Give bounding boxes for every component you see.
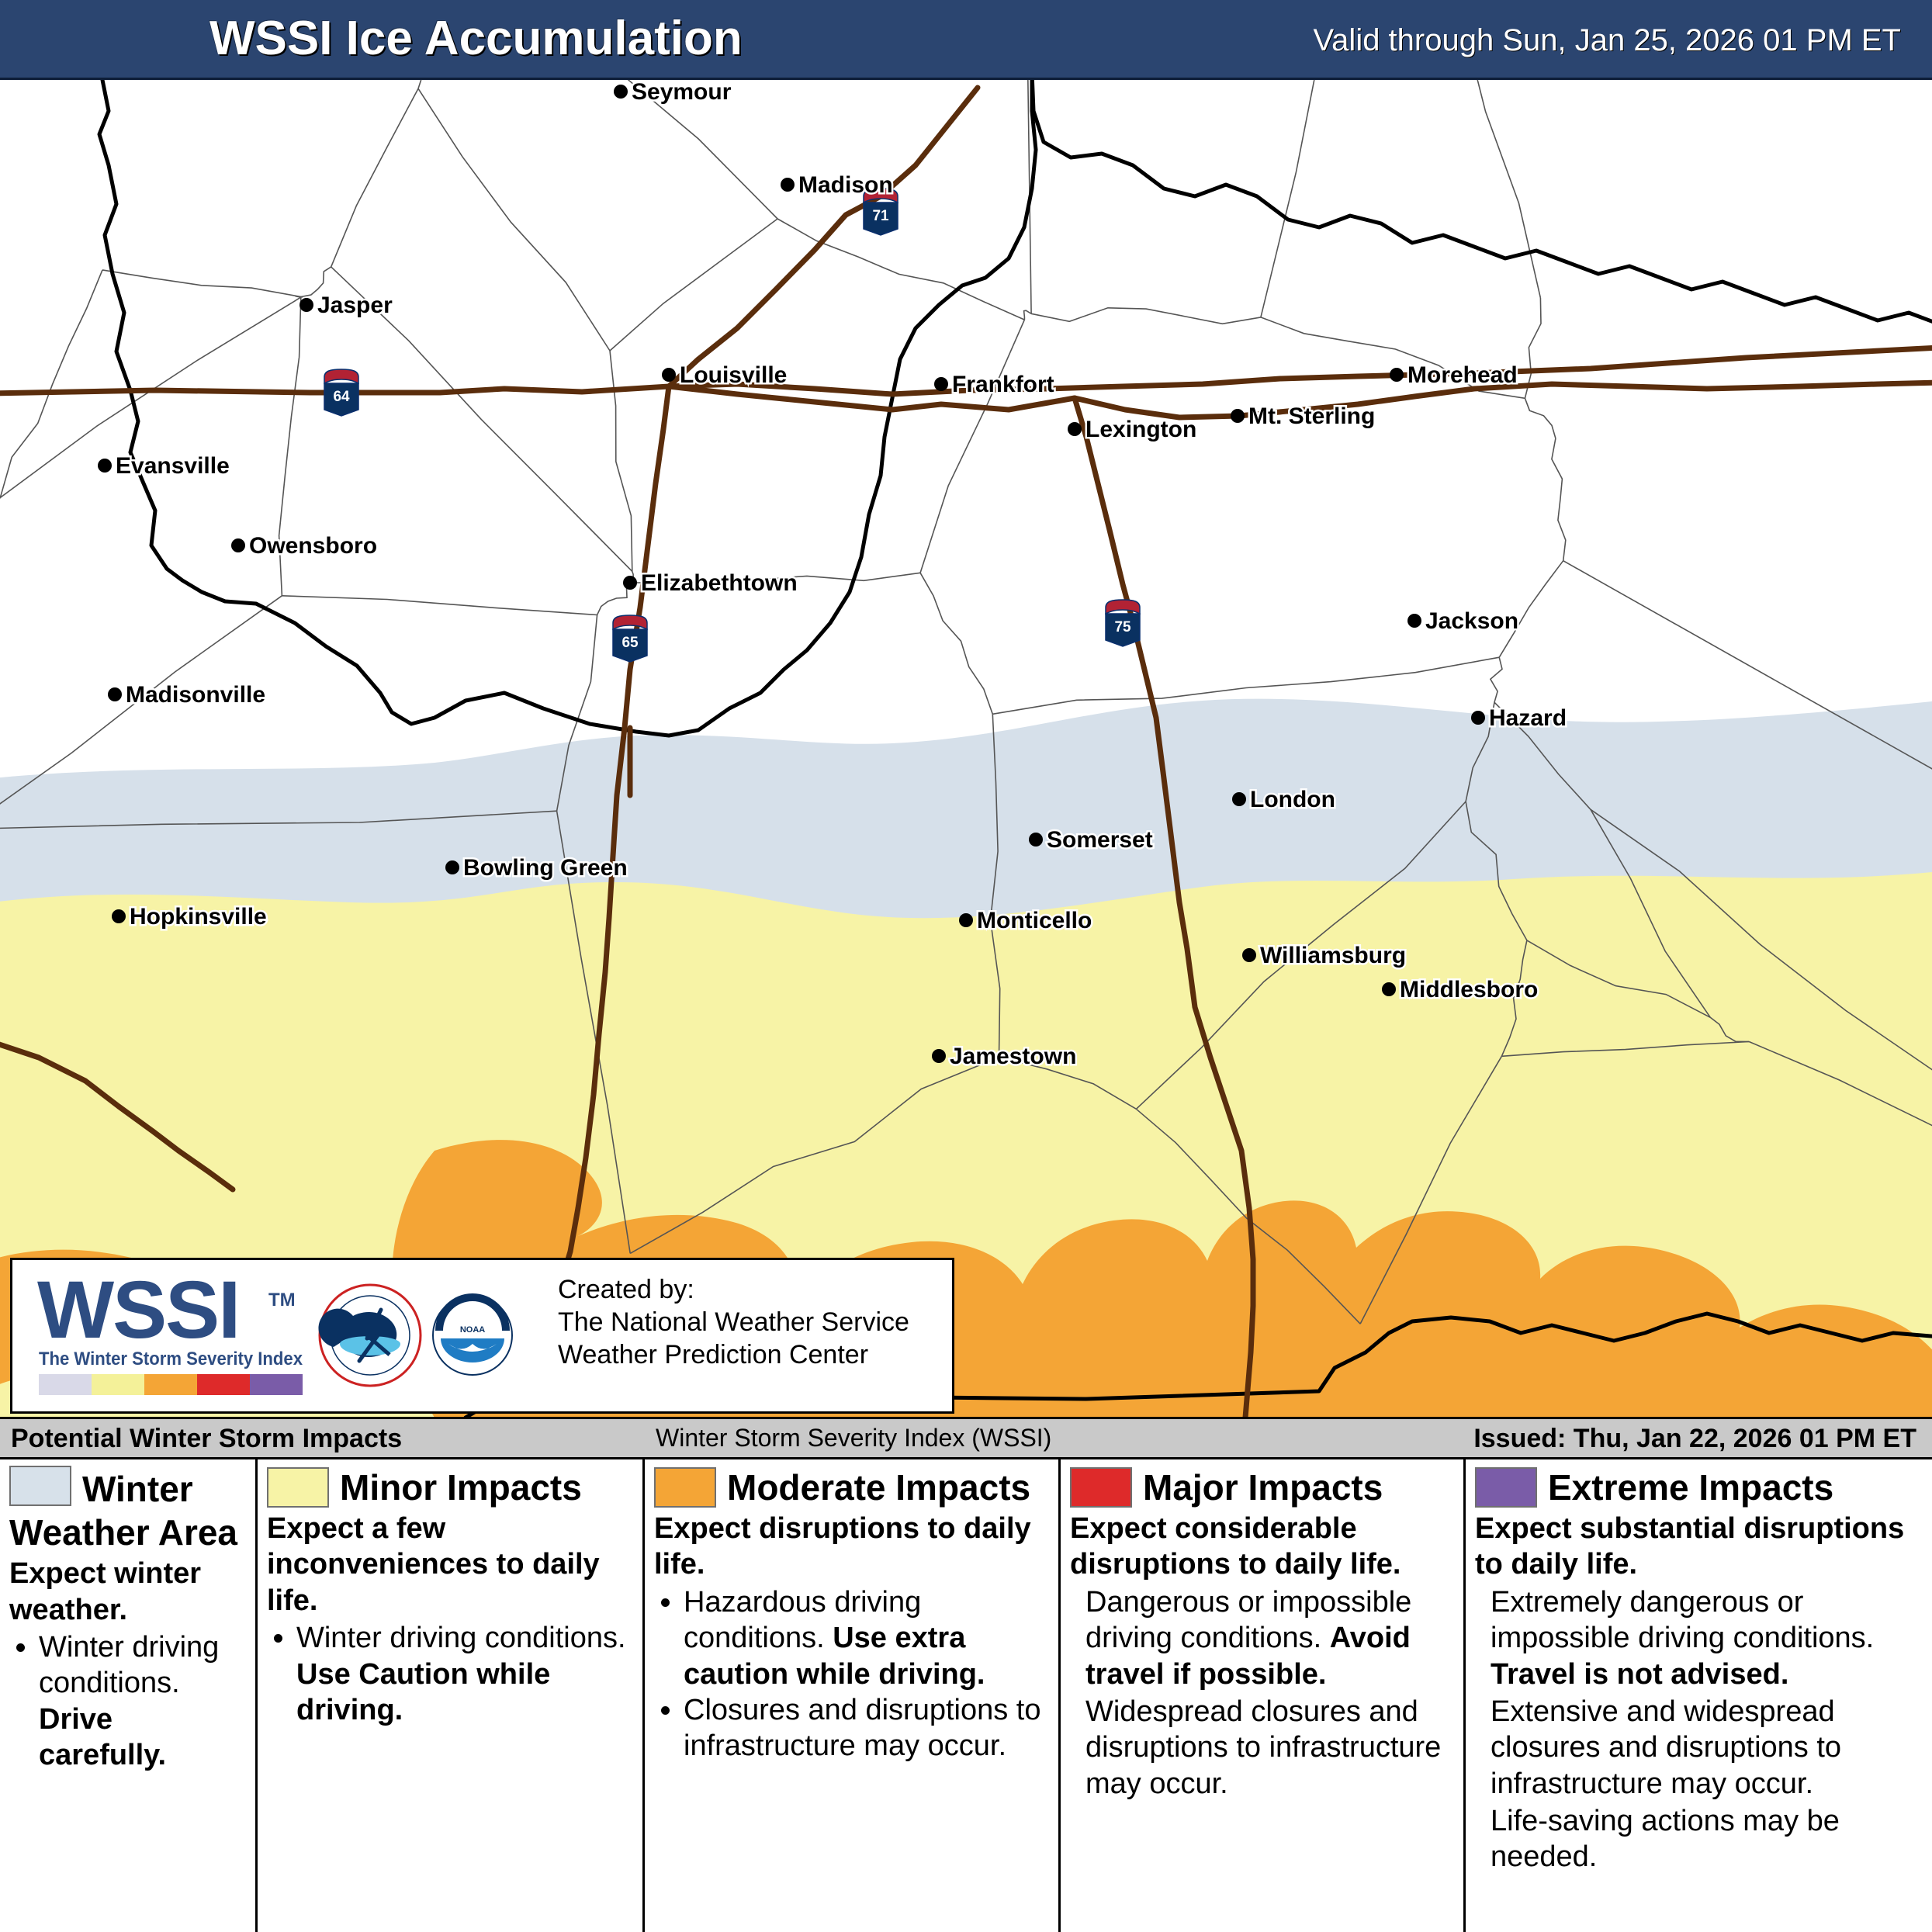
svg-text:WSSI: WSSI (37, 1265, 239, 1356)
svg-text:Madisonville: Madisonville (126, 682, 265, 708)
svg-text:TM: TM (268, 1290, 296, 1311)
svg-text:Jasper: Jasper (317, 293, 393, 318)
svg-text:Frankfort: Frankfort (952, 372, 1054, 397)
svg-text:Monticello: Monticello (977, 908, 1092, 933)
svg-text:Somerset: Somerset (1047, 827, 1153, 853)
svg-text:Evansville: Evansville (116, 453, 230, 479)
svg-text:Louisville: Louisville (680, 362, 787, 388)
svg-text:Madison: Madison (798, 172, 893, 198)
svg-text:NOAA: NOAA (460, 1325, 485, 1335)
svg-text:Owensboro: Owensboro (249, 533, 377, 559)
svg-text:Middlesboro: Middlesboro (1400, 977, 1538, 1002)
svg-text:The Winter Storm Severity Inde: The Winter Storm Severity Index (39, 1349, 303, 1369)
svg-text:Hopkinsville: Hopkinsville (130, 904, 267, 930)
svg-text:71: 71 (872, 208, 889, 224)
svg-text:64: 64 (333, 389, 350, 405)
svg-text:Jackson: Jackson (1425, 608, 1518, 634)
svg-text:Morehead: Morehead (1407, 362, 1518, 388)
svg-text:Elizabethtown: Elizabethtown (641, 570, 798, 596)
svg-text:65: 65 (621, 635, 639, 651)
svg-text:London: London (1250, 787, 1335, 812)
svg-text:The National Weather Service: The National Weather Service (558, 1307, 909, 1337)
svg-text:75: 75 (1114, 619, 1131, 635)
svg-text:Jamestown: Jamestown (950, 1044, 1076, 1069)
svg-text:Bowling Green: Bowling Green (463, 855, 628, 881)
svg-text:Lexington: Lexington (1085, 417, 1196, 442)
svg-text:Created by:: Created by: (558, 1275, 694, 1304)
svg-text:Williamsburg: Williamsburg (1260, 943, 1406, 968)
svg-text:Seymour: Seymour (632, 80, 732, 105)
svg-text:Hazard: Hazard (1489, 705, 1567, 731)
svg-text:Mt. Sterling: Mt. Sterling (1248, 403, 1375, 429)
svg-text:Weather Prediction Center: Weather Prediction Center (558, 1340, 868, 1369)
